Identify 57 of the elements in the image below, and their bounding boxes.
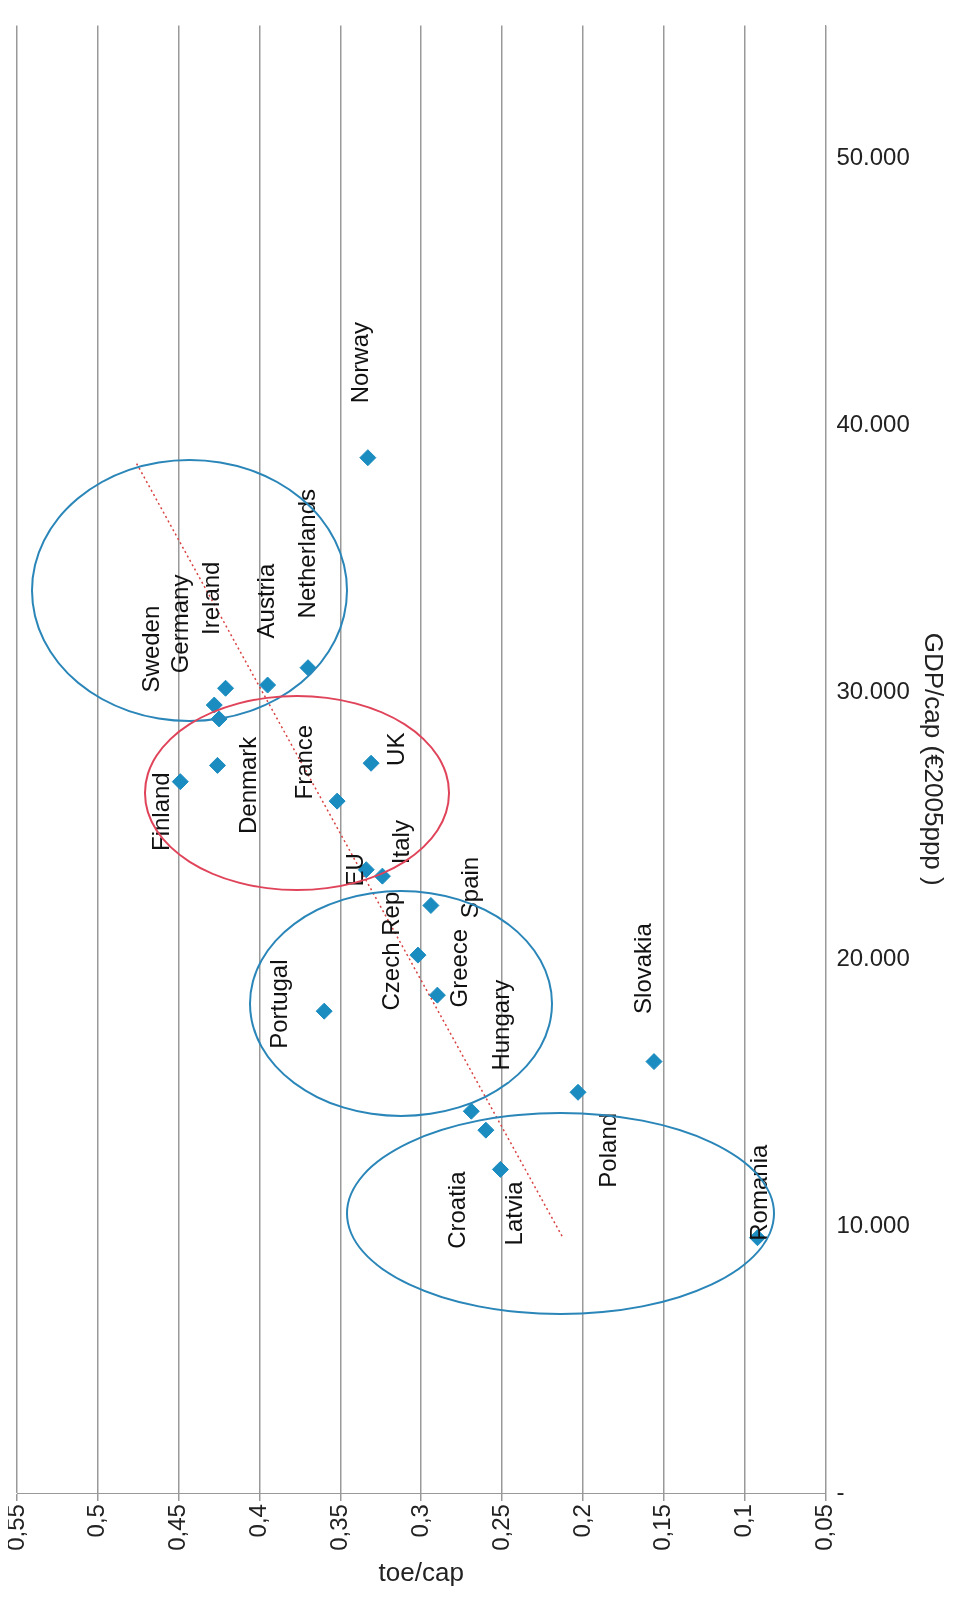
annotation: Finland (146, 772, 174, 852)
y-tick-label: 30.000 (836, 677, 910, 705)
annotation: Romania (745, 1144, 773, 1241)
point (491, 1160, 509, 1178)
annotation: Slovakia (628, 922, 656, 1014)
annotation: France (289, 724, 317, 800)
point (477, 1121, 495, 1139)
x-tick-label: 0,2 (567, 1504, 595, 1538)
x-tick-label: 0,45 (163, 1504, 191, 1551)
point (462, 1102, 480, 1120)
annotation: Austria (252, 563, 280, 639)
point (569, 1083, 587, 1101)
point (359, 449, 377, 467)
annotation: Sweden (136, 605, 164, 693)
x-tick-label: 0,05 (810, 1504, 838, 1551)
point (315, 1002, 333, 1020)
point (409, 946, 427, 964)
y-tick-label: - (836, 1477, 845, 1505)
annotation: Ireland (197, 561, 225, 635)
x-tick-label: 0,35 (324, 1504, 352, 1551)
y-tick-label: 10.000 (836, 1210, 910, 1238)
x-tick-label: 0,3 (405, 1504, 433, 1538)
annotation: Spain (455, 856, 483, 919)
point (259, 676, 277, 694)
point (422, 896, 440, 914)
point (208, 756, 226, 774)
x-axis-title: toe/cap (378, 1556, 464, 1587)
point (328, 792, 346, 810)
y-axis-title: GDP/cap (€2005ppp ) (919, 632, 950, 886)
point (645, 1053, 663, 1071)
y-tick-label: 40.000 (836, 410, 910, 438)
annotation: Italy (387, 820, 415, 865)
x-tick-label: 0,25 (486, 1504, 514, 1551)
annotation: Latvia (500, 1180, 528, 1246)
x-tick-label: 0,1 (729, 1504, 757, 1538)
annotation: Netherlands (292, 489, 320, 619)
x-tick-label: 0,15 (648, 1504, 676, 1551)
point (205, 696, 223, 714)
y-tick-label: 50.000 (836, 143, 910, 171)
point (171, 773, 189, 791)
annotation: Denmark (234, 735, 262, 835)
point (362, 754, 380, 772)
annotation: Czech Rep (376, 891, 404, 1011)
annotation: UK (381, 732, 409, 766)
annotation: Germany (165, 574, 193, 674)
point (428, 986, 446, 1004)
point (299, 659, 317, 677)
annotation: Portugal (264, 959, 292, 1049)
annotation: Croatia (443, 1170, 471, 1249)
annotation: Poland (593, 1112, 621, 1188)
annotation: Hungary (486, 979, 514, 1071)
annotation: Norway (346, 322, 374, 404)
point (217, 679, 235, 697)
annotation: Greece (444, 928, 472, 1008)
x-tick-label: 0,5 (82, 1504, 110, 1538)
x-tick-label: 0,4 (244, 1504, 272, 1538)
y-tick-label: 20.000 (836, 944, 910, 972)
